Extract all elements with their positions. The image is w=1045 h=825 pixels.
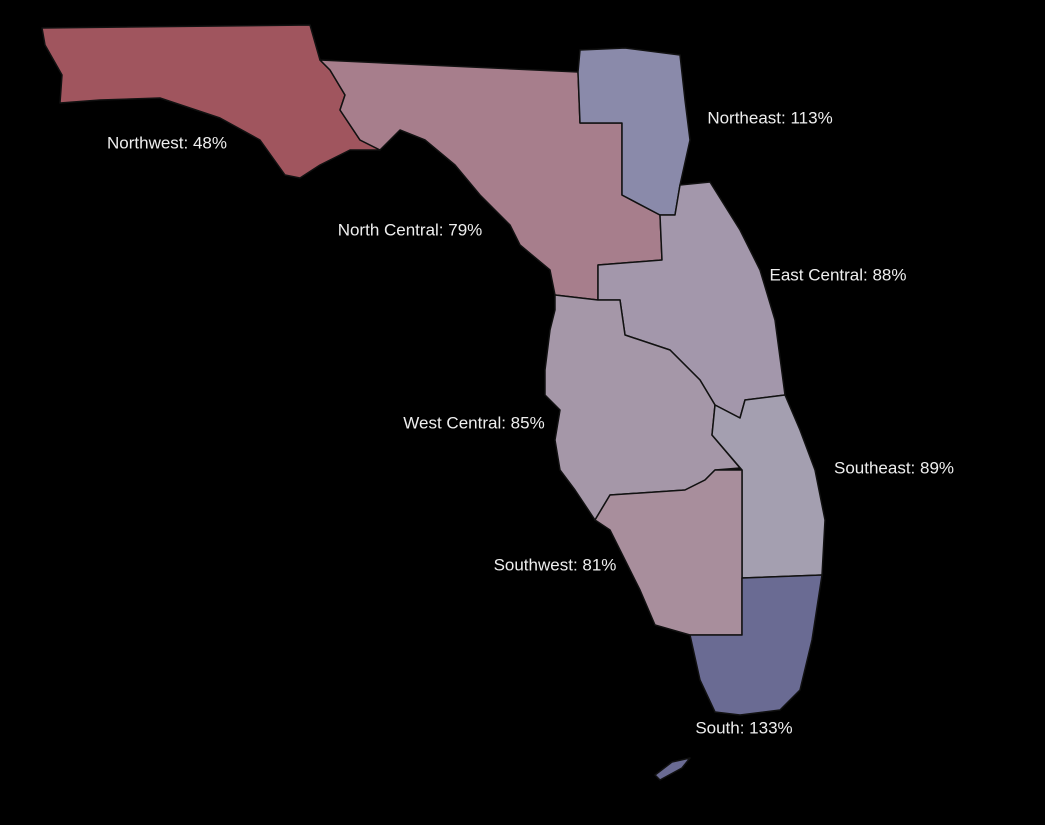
region: [689, 574, 823, 716]
labels: Northwest: 48% North Central: 79% Northeas…: [106, 107, 956, 739]
region-label: Southeast: 89%: [834, 458, 954, 477]
region-label: South: 133%: [695, 718, 792, 737]
region-label: West Central: 85%: [403, 413, 544, 432]
region-label: Northeast: 113%: [707, 108, 832, 127]
regions: [41, 24, 826, 716]
region-label: Southwest: 81%: [494, 555, 617, 574]
region-label: North Central: 79%: [338, 220, 483, 239]
region-label: East Central: 88%: [769, 265, 906, 284]
region-label: Northwest: 48%: [107, 133, 227, 152]
keys: [654, 757, 691, 781]
